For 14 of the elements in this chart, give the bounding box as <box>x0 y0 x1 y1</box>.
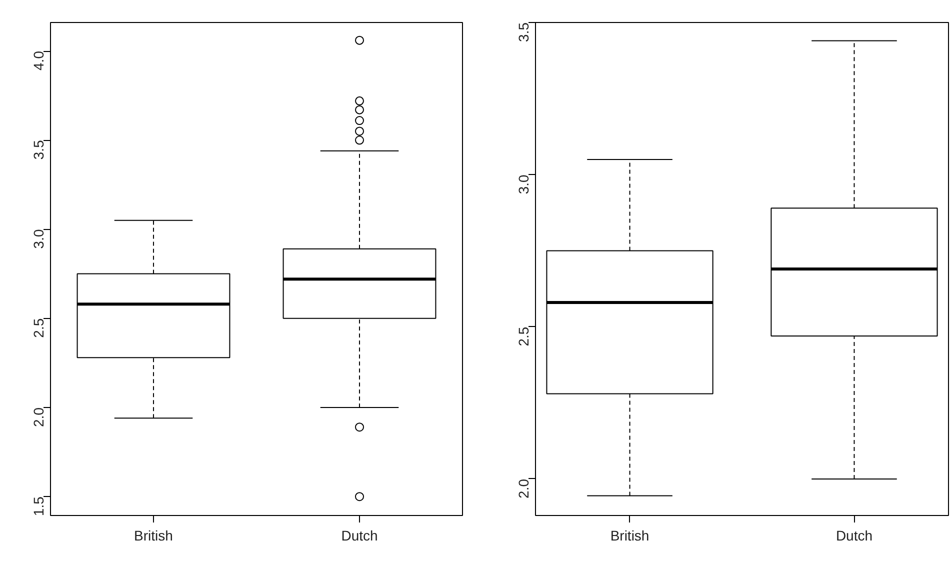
y-tick-label: 3.0 <box>30 229 46 249</box>
y-tick-label: 2.0 <box>516 478 532 498</box>
y-tick-label: 2.0 <box>30 407 46 427</box>
y-tick-label: 3.0 <box>516 174 532 194</box>
y-tick-label: 2.5 <box>30 318 46 338</box>
x-tick-label: British <box>610 528 650 544</box>
y-tick-label: 2.5 <box>516 326 532 346</box>
x-tick-label: Dutch <box>836 528 873 544</box>
y-tick-label: 1.5 <box>30 496 46 516</box>
x-tick-label: Dutch <box>341 528 378 544</box>
y-tick-label: 3.5 <box>30 140 46 160</box>
y-tick-label: 3.5 <box>516 22 532 42</box>
x-tick-label: British <box>134 528 173 544</box>
y-tick-label: 4.0 <box>30 50 46 70</box>
